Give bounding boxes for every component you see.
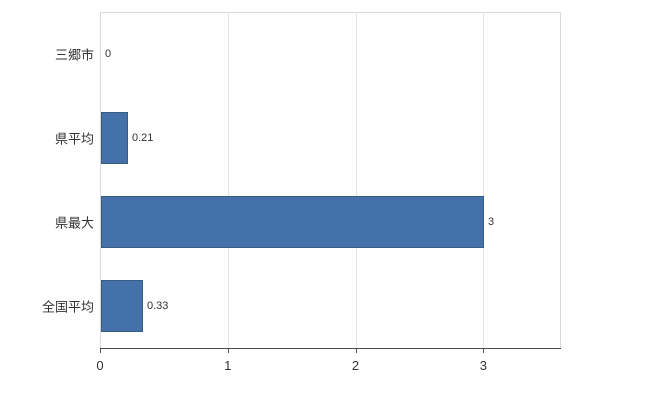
x-tick-label: 3 <box>479 358 487 373</box>
x-axis-tick <box>100 348 101 353</box>
gridline <box>355 12 357 348</box>
x-tick-label: 2 <box>351 358 360 373</box>
bar <box>101 280 143 332</box>
category-label: 県最大 <box>54 215 94 231</box>
value-label: 3 <box>488 216 495 228</box>
gridline <box>483 12 485 348</box>
value-label: 0.33 <box>147 300 169 312</box>
value-label: 0.21 <box>132 132 154 144</box>
bar <box>101 112 128 164</box>
value-label: 0 <box>105 48 112 60</box>
category-label: 三郷市 <box>54 47 94 63</box>
x-tick-label: 1 <box>224 358 232 373</box>
bar <box>101 196 484 248</box>
x-axis-tick <box>355 348 357 353</box>
plot-border-top <box>100 12 560 13</box>
gridline <box>227 12 229 348</box>
plot-border-right <box>560 12 561 348</box>
category-label: 全国平均 <box>41 299 94 315</box>
x-tick-label: 0 <box>96 358 104 373</box>
category-label: 県平均 <box>54 131 94 147</box>
plot-border-left <box>100 12 101 348</box>
x-axis <box>100 348 561 349</box>
x-axis-tick <box>227 348 229 353</box>
x-axis-tick <box>483 348 485 353</box>
